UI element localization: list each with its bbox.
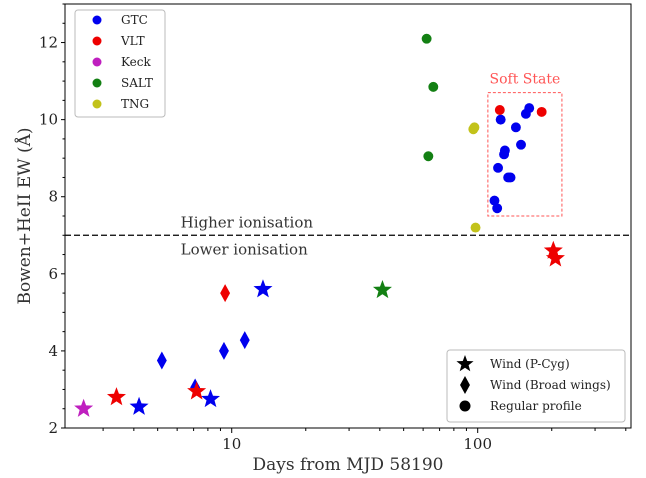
y-tick-label: 2 <box>48 419 58 437</box>
data-point-gtc-circle <box>524 103 535 114</box>
data-point-vlt-circle <box>494 105 505 115</box>
data-point-gtc-star <box>129 396 149 415</box>
y-tick-label: 6 <box>48 265 58 283</box>
legend-label-star: Wind (P-Cyg) <box>490 357 570 371</box>
data-point-gtc-circle <box>505 172 516 183</box>
y-tick-label: 4 <box>48 342 58 360</box>
reference-line-layer: Higher ionisation Lower ionisation <box>65 213 631 258</box>
data-point-gtc-circle <box>499 145 510 156</box>
legend-label-vlt: VLT <box>120 34 145 48</box>
legend-label-diamond: Wind (Broad wings) <box>490 378 611 392</box>
data-point-gtc-star <box>253 279 273 298</box>
legend-marker-vlt <box>92 36 102 46</box>
soft-state-layer: Soft State <box>487 72 563 217</box>
data-point-gtc-diamond <box>239 331 250 350</box>
data-point-vlt-star <box>543 240 563 259</box>
legend-marker-diamond <box>460 376 470 394</box>
data-point-gtc-circle <box>516 139 526 150</box>
legend-marker-star <box>456 355 474 372</box>
data-point-salt-circle <box>421 33 432 44</box>
soft-state-label: Soft State <box>490 72 561 88</box>
x-tick-label: 100 <box>463 435 492 453</box>
data-point-gtc-diamond <box>219 341 229 360</box>
y-tick-label: 10 <box>39 111 58 129</box>
legend-marker-gtc <box>92 15 102 25</box>
data-point-vlt-star <box>545 248 565 267</box>
data-point-vlt-star <box>187 381 207 400</box>
profile-legend-box <box>446 349 626 423</box>
soft-state-box <box>487 92 563 217</box>
y-axis-title: Bowen+HeII EW (Å) <box>14 127 35 304</box>
legend-marker-circle <box>459 400 471 412</box>
telescope-legend-box <box>74 9 166 118</box>
y-tick-label: 12 <box>39 34 58 52</box>
data-point-gtc-circle <box>510 122 521 133</box>
lower-ionisation-label: Lower ionisation <box>181 240 308 258</box>
axes-layer: 2 4 6 8 10 12 10 100 Days from MJD 58190 Bowen+He… <box>14 3 632 475</box>
legend-label-gtc: GTC <box>121 13 148 27</box>
legend-marker-tng <box>92 99 102 109</box>
data-point-vlt-circle <box>536 106 547 117</box>
legend-layer: GTC VLT Keck SALT TNG Wind (P-Cyg) Wind (Broad… <box>74 9 626 423</box>
data-point-salt-circle <box>428 81 439 92</box>
data-point-tng-circle <box>470 222 481 233</box>
data-point-salt-circle <box>423 151 434 162</box>
data-point-gtc-star <box>201 389 221 408</box>
data-point-gtc-circle <box>492 203 503 214</box>
data-point-gtc-circle <box>495 114 506 125</box>
data-point-keck-star <box>74 398 94 417</box>
legend-marker-salt <box>92 78 102 88</box>
data-point-vlt-diamond <box>220 284 231 303</box>
data-point-vlt-star <box>106 387 126 406</box>
legend-label-circle: Regular profile <box>490 399 582 413</box>
legend-marker-keck <box>92 57 102 67</box>
data-point-gtc-circle <box>493 162 504 173</box>
legend-label-tng: TNG <box>121 97 149 111</box>
y-tick-label: 8 <box>48 188 58 206</box>
legend-label-keck: Keck <box>121 55 151 69</box>
data-point-gtc-diamond <box>156 351 167 370</box>
x-axis-title: Days from MJD 58190 <box>252 455 443 475</box>
legend-label-salt: SALT <box>121 76 153 90</box>
higher-ionisation-label: Higher ionisation <box>181 213 314 231</box>
data-points-layer <box>74 33 565 417</box>
data-point-gtc-circle <box>489 195 500 206</box>
data-point-salt-star <box>372 280 392 299</box>
data-point-tng-circle <box>469 122 480 133</box>
x-tick-label: 10 <box>222 435 241 453</box>
